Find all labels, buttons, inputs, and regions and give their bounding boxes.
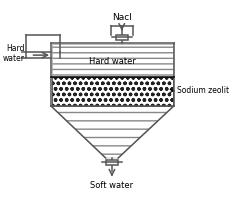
Polygon shape [51,106,174,158]
Text: Nacl: Nacl [112,13,132,22]
Bar [106,160,118,165]
Text: Hard
water: Hard water [3,44,25,63]
Polygon shape [52,77,173,106]
Text: Hard water: Hard water [89,57,136,66]
Bar [115,34,128,40]
Polygon shape [52,44,173,77]
Text: Soft water: Soft water [90,181,134,190]
Text: Sodium zeolit: Sodium zeolit [170,86,229,95]
